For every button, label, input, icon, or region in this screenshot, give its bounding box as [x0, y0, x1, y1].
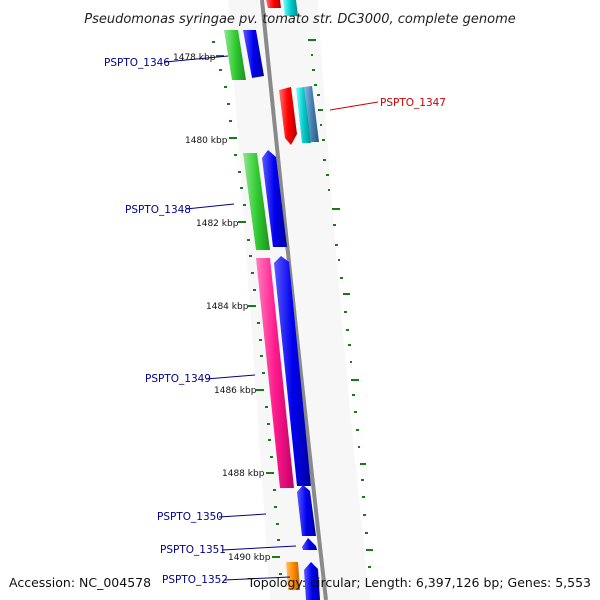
cds-arrow-1351[interactable] [302, 538, 317, 550]
genome-backbone [260, 0, 328, 600]
gene-label-1348[interactable]: PSPTO_1348 [125, 204, 191, 216]
kbp-label-1482: 1482 kbp [196, 219, 239, 229]
gene-track-inner [224, 30, 300, 590]
kbp-label-1480: 1480 kbp [185, 136, 228, 146]
cds-track [243, 30, 320, 600]
kbp-label-1488: 1488 kbp [222, 469, 265, 479]
gene-labels: PSPTO_1346 PSPTO_1347 PSPTO_1348 PSPTO_1… [104, 57, 446, 586]
gene-label-1351[interactable]: PSPTO_1351 [160, 544, 226, 556]
gene-label-1347[interactable]: PSPTO_1347 [380, 97, 446, 109]
gene-label-1352[interactable]: PSPTO_1352 [162, 574, 228, 586]
kbp-label-1478: 1478 kbp [173, 53, 216, 63]
gene-block-top-red[interactable] [266, 0, 281, 8]
track-band [228, 0, 370, 600]
gene-block-1347-red[interactable] [279, 87, 297, 145]
gc-skew-ticks-inner [212, 41, 282, 575]
label-leader-lines [164, 55, 379, 581]
gene-track-outer [266, 0, 319, 145]
gene-label-1349[interactable]: PSPTO_1349 [145, 373, 211, 385]
map-title: Pseudomonas syringae pv. tomato str. DC3… [84, 12, 516, 27]
gene-block-1347-steel[interactable] [304, 86, 319, 142]
gc-skew-ticks-outer [308, 39, 373, 568]
gene-block-top-cyan[interactable] [283, 0, 298, 16]
gene-block-1352-orange[interactable] [286, 562, 300, 590]
kbp-label-1490: 1490 kbp [228, 553, 271, 563]
gene-block-1348-green[interactable] [243, 153, 270, 250]
gene-block-1347-cyan[interactable] [296, 87, 311, 143]
genome-summary-text: Topology: circular; Length: 6,397,126 bp… [247, 575, 591, 590]
cds-arrow-1346[interactable] [243, 30, 264, 78]
gene-label-1350[interactable]: PSPTO_1350 [157, 511, 223, 523]
gene-block-1346-green[interactable] [224, 30, 246, 80]
cds-arrow-1350[interactable] [297, 485, 316, 536]
cds-arrow-1348[interactable] [262, 150, 287, 247]
kbp-label-1486: 1486 kbp [214, 386, 257, 396]
gene-block-1349-pink[interactable] [256, 258, 294, 488]
gene-label-1346[interactable]: PSPTO_1346 [104, 57, 170, 69]
cds-arrow-1349[interactable] [274, 256, 311, 486]
accession-text: Accession: NC_004578 [9, 575, 151, 590]
kbp-label-1484: 1484 kbp [206, 302, 249, 312]
kbp-scale: 1478 kbp 1480 kbp 1482 kbp 1484 kbp 1486… [173, 53, 271, 563]
cds-arrow-1352[interactable] [304, 562, 320, 600]
